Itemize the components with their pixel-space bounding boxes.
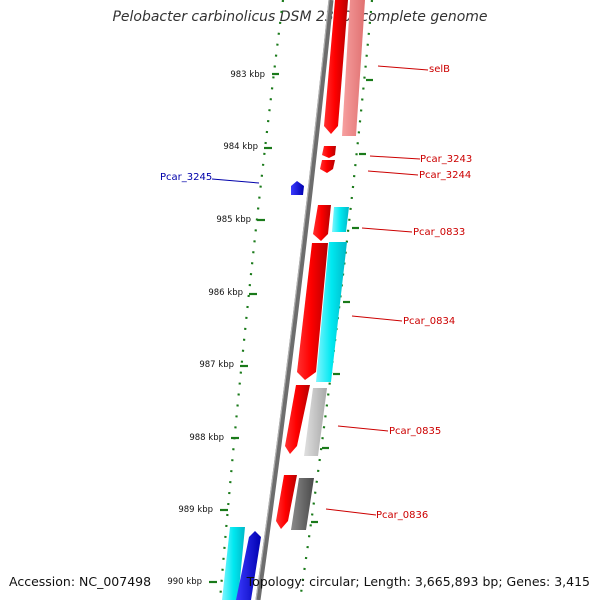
gene-label-pcar0836[interactable]: Pcar_0836: [376, 510, 428, 521]
accession-text: Accession: NC_007498: [9, 574, 152, 589]
scale-label: 984 kbp: [223, 142, 258, 152]
rna-track: [291, 0, 365, 530]
scale-label: 986 kbp: [208, 288, 243, 298]
scale-label: 987 kbp: [199, 360, 234, 370]
callout-lines: [211, 65, 429, 516]
callout-line: [325, 508, 377, 516]
rna-bar-0834[interactable]: [316, 242, 347, 382]
backbone-highlight: [255, 0, 330, 600]
scale-label: 990 kbp: [167, 577, 202, 587]
cds-arrow-pcar0833[interactable]: [313, 205, 331, 241]
gene-label-selB[interactable]: selB: [429, 64, 450, 75]
cds-arrow-pcar3244[interactable]: [320, 160, 335, 173]
gene-label-pcar0835[interactable]: Pcar_0835: [389, 426, 441, 437]
backbone-arc: [255, 0, 334, 600]
topology-summary: Topology: circular; Length: 3,665,893 bp…: [246, 574, 590, 589]
rna-bar-0833[interactable]: [332, 207, 349, 232]
gene-labels: selB Pcar_3243 Pcar_3244 Pcar_3245 Pcar_…: [160, 64, 472, 521]
scale-label: 989 kbp: [178, 505, 213, 515]
callout-line: [337, 425, 389, 432]
gene-label-pcar0834[interactable]: Pcar_0834: [403, 316, 455, 327]
gene-label-pcar3243[interactable]: Pcar_3243: [420, 154, 472, 165]
callout-line: [351, 315, 403, 322]
map-title: Pelobacter carbinolicus DSM 2380, comple…: [112, 9, 488, 25]
scale-major-ticks: [209, 72, 279, 584]
scale-label: 988 kbp: [189, 433, 224, 443]
callout-line: [369, 155, 421, 160]
gene-label-pcar3244[interactable]: Pcar_3244: [419, 170, 471, 181]
cds-arrow-selB[interactable]: [324, 0, 348, 134]
gene-label-pcar0833[interactable]: Pcar_0833: [413, 227, 465, 238]
cds-arrow-pcar0835[interactable]: [285, 385, 310, 454]
gene-label-pcar3245[interactable]: Pcar_3245: [160, 172, 212, 183]
scale-labels: 983 kbp 984 kbp 985 kbp 986 kbp 987 kbp …: [167, 70, 265, 587]
callout-line: [361, 227, 413, 233]
gene-arrow-lower[interactable]: [236, 531, 261, 600]
scale-label: 985 kbp: [216, 215, 251, 225]
cds-track: [276, 0, 348, 529]
cds-arrow-pcar0834[interactable]: [297, 243, 328, 380]
gene-arrow-pcar3245[interactable]: [291, 181, 304, 195]
rna-bar-lower[interactable]: [222, 527, 245, 600]
callout-line: [211, 178, 260, 184]
gene-bar-0836[interactable]: [291, 478, 314, 530]
cds-arrow-pcar3243[interactable]: [322, 146, 336, 158]
minus-strand-track: [222, 181, 304, 600]
inner-tick-ring: [218, 0, 285, 600]
callout-line: [377, 65, 429, 71]
gene-bar-0835[interactable]: [304, 388, 327, 456]
gene-bar-selB[interactable]: [342, 0, 365, 136]
cds-arrow-pcar0836[interactable]: [276, 475, 297, 529]
scale-label: 983 kbp: [230, 70, 265, 80]
outer-major-ticks: [311, 78, 373, 524]
callout-line: [367, 170, 419, 176]
